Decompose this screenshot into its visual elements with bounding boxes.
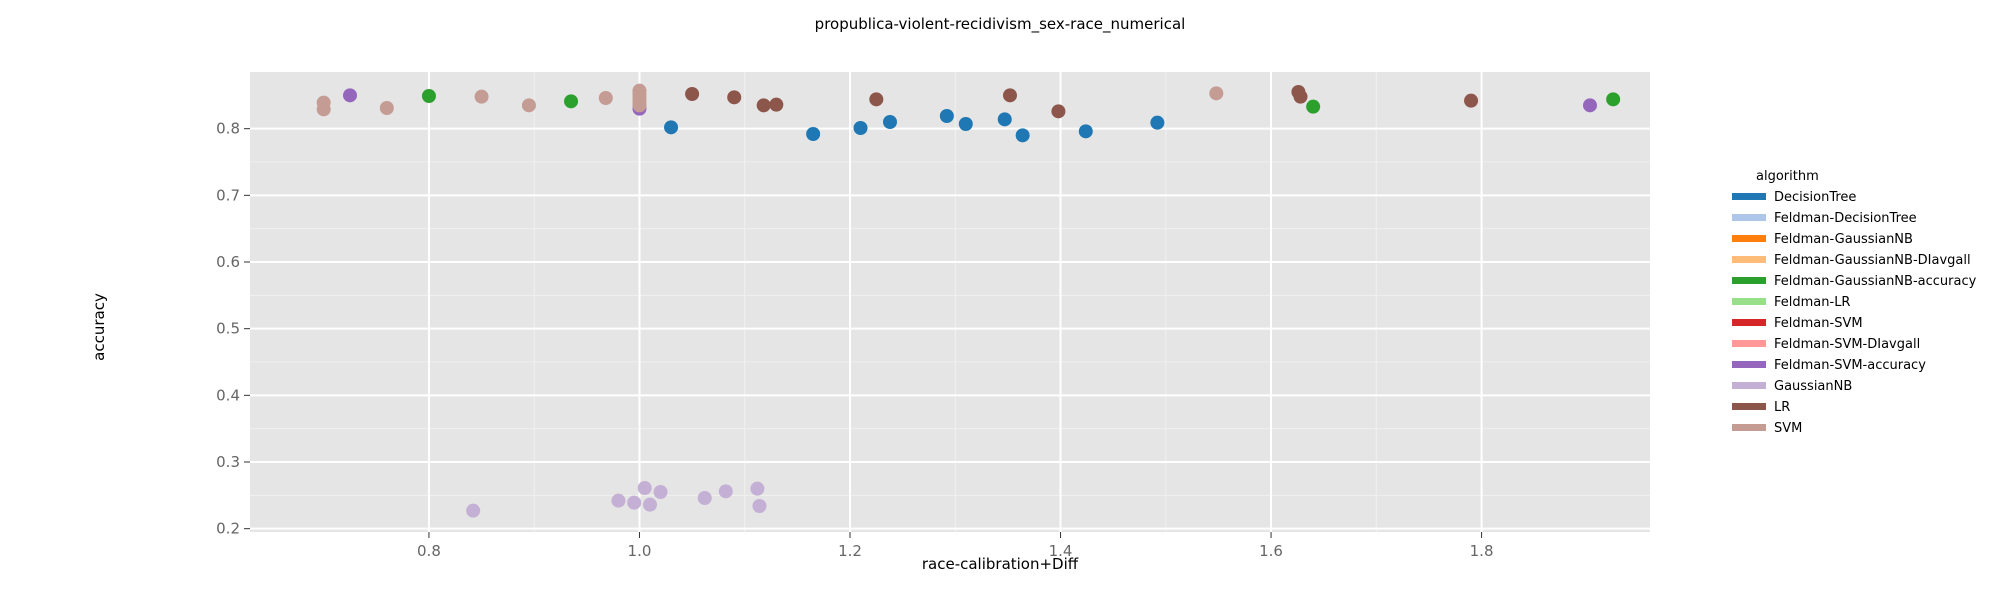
legend-swatch: [1732, 214, 1766, 221]
x-tick-label: 0.8: [417, 542, 441, 560]
data-point: [752, 499, 767, 513]
legend-swatch: [1732, 340, 1766, 347]
data-point: [564, 94, 579, 109]
x-tick-label: 1.4: [1049, 542, 1073, 560]
data-point: [421, 89, 436, 103]
y-axis-label: accuracy: [90, 293, 108, 361]
data-point: [379, 101, 394, 115]
data-point: [316, 102, 331, 117]
legend-swatch: [1732, 403, 1766, 410]
legend-label: Feldman-GaussianNB-DIavgall: [1774, 253, 1971, 268]
data-point: [727, 90, 742, 105]
legend-swatch: [1732, 382, 1766, 389]
y-tick-label: 0.5: [216, 320, 240, 338]
y-tick-label: 0.7: [216, 186, 240, 204]
legend-label: LR: [1774, 400, 1790, 415]
legend-label: DecisionTree: [1774, 190, 1856, 205]
legend-label: Feldman-SVM-DIavgall: [1774, 337, 1920, 352]
data-point: [1606, 92, 1621, 107]
legend-label: Feldman-SVM-accuracy: [1774, 358, 1926, 373]
series-feldman-gaussiannb-accuracy: [421, 89, 1621, 114]
legend-label: SVM: [1774, 421, 1802, 436]
data-point: [718, 484, 733, 499]
y-tick-label: 0.3: [216, 453, 240, 471]
data-point: [697, 491, 712, 505]
data-point: [632, 98, 647, 113]
series-decisiontree: [664, 109, 1165, 143]
data-point: [883, 115, 897, 129]
data-point: [343, 88, 357, 103]
data-point: [627, 495, 642, 510]
data-point: [637, 481, 652, 495]
data-point: [521, 98, 536, 113]
data-point: [750, 481, 765, 496]
data-point: [653, 485, 668, 499]
data-point: [1003, 88, 1017, 103]
x-axis-label: race-calibration+Diff: [922, 555, 1079, 573]
plot-area: 0.8 1.0 1.2 1.4 1.6 1.8 0.2 0.3 0.4 0.5 0.6 0.7 0.8: [216, 72, 1650, 560]
data-point: [664, 120, 679, 135]
x-tick-label: 1.2: [838, 542, 862, 560]
legend-swatch: [1732, 298, 1766, 305]
data-point: [806, 127, 821, 141]
legend-title: algorithm: [1756, 169, 1819, 184]
data-point: [1051, 104, 1066, 119]
data-point: [1306, 99, 1321, 114]
x-tick-label: 1.8: [1470, 542, 1494, 560]
data-point: [756, 98, 771, 113]
series-gaussiannb: [466, 481, 767, 518]
legend-label: Feldman-SVM: [1774, 316, 1863, 331]
legend-label: Feldman-GaussianNB-accuracy: [1774, 274, 1977, 289]
data-point: [939, 109, 954, 123]
legend-label: Feldman-LR: [1774, 295, 1850, 310]
chart-title: propublica-violent-recidivism_sex-race_n…: [815, 15, 1186, 34]
data-point: [958, 117, 973, 131]
data-point: [1209, 86, 1224, 101]
plot-background: [250, 72, 1650, 532]
data-point: [1150, 115, 1165, 130]
y-tick-label: 0.2: [216, 520, 240, 538]
series-svm: [316, 83, 1224, 117]
legend-swatch: [1732, 277, 1766, 284]
data-point: [1015, 128, 1030, 143]
data-point: [1464, 93, 1479, 108]
data-point: [474, 89, 489, 104]
data-point: [1078, 124, 1093, 139]
data-point: [869, 92, 884, 107]
series-lr: [685, 85, 1479, 119]
data-point: [997, 112, 1012, 127]
legend-swatch: [1732, 193, 1766, 200]
legend-swatch: [1732, 424, 1766, 431]
legend-label: Feldman-DecisionTree: [1774, 211, 1917, 226]
data-point: [1293, 89, 1308, 104]
data-point: [1583, 98, 1597, 113]
x-tick-label: 1.0: [628, 542, 652, 560]
legend: algorithm DecisionTree Feldman-DecisionTr…: [1732, 169, 1977, 436]
data-point: [685, 87, 700, 101]
y-tick-label: 0.4: [216, 386, 240, 404]
legend-swatch: [1732, 235, 1766, 242]
legend-label: Feldman-GaussianNB: [1774, 232, 1913, 247]
data-point: [853, 121, 868, 135]
data-point: [466, 503, 481, 518]
legend-swatch: [1732, 319, 1766, 326]
legend-swatch: [1732, 256, 1766, 263]
data-point: [769, 97, 784, 112]
y-tick-label: 0.6: [216, 253, 240, 271]
legend-swatch: [1732, 361, 1766, 368]
legend-label: GaussianNB: [1774, 379, 1852, 394]
data-point: [598, 91, 613, 105]
y-tick-label: 0.8: [216, 120, 240, 138]
data-point: [643, 497, 657, 512]
x-tick-label: 1.6: [1259, 542, 1283, 560]
data-point: [611, 493, 626, 508]
